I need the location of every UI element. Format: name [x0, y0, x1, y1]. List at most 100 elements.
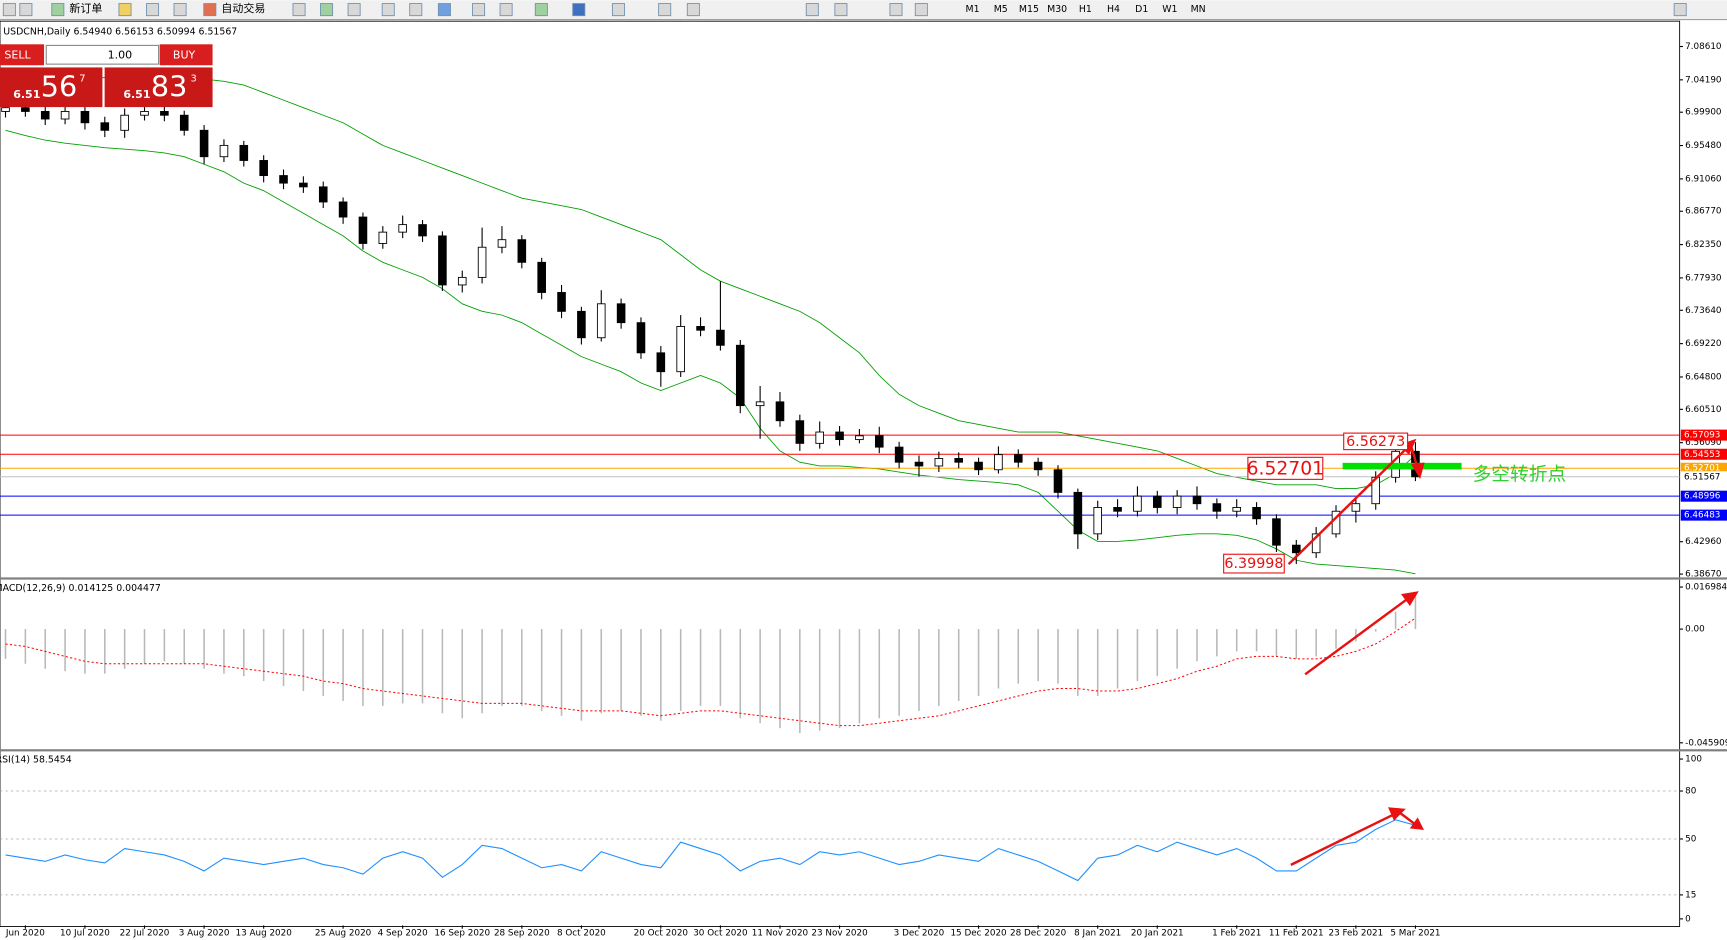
x-tick-label: 28 Dec 2020	[1010, 929, 1067, 939]
icon[interactable]	[472, 3, 486, 17]
candle-body	[577, 310, 586, 339]
price-pips: 83	[151, 69, 187, 103]
timeframe-button[interactable]: M5	[994, 4, 1008, 15]
candle-body	[1232, 507, 1242, 512]
auto-trading-button[interactable]: 自动交易	[221, 1, 265, 15]
price-level-label: 6.46483	[1684, 511, 1720, 521]
timeframe-button[interactable]: W1	[1162, 4, 1177, 15]
new-order-button[interactable]: 新订单	[69, 1, 102, 15]
macd-bar	[1255, 629, 1258, 652]
candle-body	[656, 352, 666, 373]
macd-bar	[223, 629, 225, 674]
icon[interactable]	[320, 3, 334, 17]
buy-label[interactable]: BUY	[173, 48, 196, 61]
candle-body	[239, 144, 249, 161]
icon[interactable]	[572, 3, 586, 17]
macd-bar	[322, 629, 325, 696]
icon[interactable]	[889, 3, 903, 17]
icon[interactable]	[834, 3, 848, 17]
icon[interactable]	[658, 3, 672, 17]
macd-bar	[282, 629, 285, 687]
level-label: 6.52701	[1247, 458, 1324, 479]
y-tick-label: 0	[1685, 914, 1691, 924]
macd-bar	[600, 629, 603, 714]
macd-bar	[977, 629, 980, 696]
label-box	[1223, 553, 1285, 574]
lots-value[interactable]: 1.00	[108, 48, 133, 61]
icon[interactable]	[499, 3, 513, 17]
timeframe-button[interactable]: M1	[966, 4, 980, 15]
icon[interactable]	[381, 3, 395, 17]
macd-bar	[1414, 594, 1417, 630]
macd-bar	[441, 629, 444, 714]
icon[interactable]	[437, 3, 451, 17]
y-tick-label: 6.64800	[1685, 372, 1722, 382]
candle-body	[1113, 507, 1122, 512]
sell-button[interactable]	[0, 44, 45, 66]
icon[interactable]	[686, 3, 700, 17]
candle-body	[1252, 507, 1261, 520]
candle-body	[100, 122, 110, 131]
candle-body	[735, 344, 745, 407]
timeframe-button[interactable]: D1	[1135, 4, 1148, 15]
price-level-label: 6.52701	[1684, 464, 1720, 474]
timeframe-button[interactable]: MN	[1191, 4, 1206, 15]
y-tick-label: 6.56090	[1685, 438, 1722, 448]
price-level-tag	[1680, 490, 1727, 502]
timeframe-button[interactable]: M30	[1047, 4, 1067, 15]
candle-body	[1053, 469, 1063, 493]
buy-price-box[interactable]	[104, 67, 213, 108]
timeframe-button[interactable]: M15	[1019, 4, 1039, 15]
icon[interactable]	[2, 3, 16, 17]
macd-bar	[243, 629, 245, 677]
macd-bar	[620, 629, 622, 711]
toolbar-icons[interactable]	[2, 3, 1687, 17]
icon[interactable]	[146, 3, 160, 17]
y-tick-label: 6.69220	[1685, 339, 1722, 349]
buy-button[interactable]	[159, 44, 213, 66]
candle-body	[60, 111, 70, 120]
icon[interactable]	[347, 3, 361, 17]
candle-body	[1311, 533, 1321, 554]
arrow-head	[1411, 462, 1425, 480]
one-click-trading: SELL 1.00 BUY 6.51 56 7 6.51 83 3	[0, 44, 213, 108]
macd-bar	[163, 629, 166, 662]
arrow	[1290, 811, 1398, 866]
candle-body	[894, 446, 904, 463]
macd-bar	[1295, 629, 1298, 659]
icon[interactable]	[914, 3, 928, 17]
icon[interactable]	[51, 3, 65, 17]
timeframe-button[interactable]: H4	[1107, 4, 1120, 15]
macd-bar	[898, 629, 900, 716]
icon[interactable]	[611, 3, 625, 17]
x-tick-label: 13 Aug 2020	[235, 929, 292, 939]
icon[interactable]	[203, 3, 217, 17]
macd-bar	[1017, 629, 1020, 684]
candle-body	[160, 111, 169, 116]
candle-body	[1073, 491, 1083, 535]
icon[interactable]	[409, 3, 423, 17]
candle-body	[1, 107, 10, 112]
lots-input[interactable]	[45, 44, 160, 65]
candle-body	[1192, 495, 1202, 505]
macd-bar	[858, 629, 861, 724]
icon[interactable]	[805, 3, 819, 17]
candle-body	[120, 114, 129, 131]
icon[interactable]	[1673, 3, 1687, 17]
sell-label[interactable]: SELL	[4, 48, 31, 61]
x-tick-label: 3 Aug 2020	[179, 929, 230, 939]
icon[interactable]	[118, 3, 132, 17]
bollinger-band	[5, 129, 1416, 575]
macd-bar	[44, 629, 46, 669]
icon[interactable]	[173, 3, 187, 17]
icon[interactable]	[19, 3, 33, 17]
icon[interactable]	[292, 3, 306, 17]
price-prefix: 6.51	[13, 88, 40, 101]
macd-bar	[183, 629, 186, 664]
macd-bar	[1156, 629, 1159, 677]
sell-price-box[interactable]	[0, 67, 103, 108]
timeframe-button[interactable]: H1	[1079, 4, 1092, 15]
candle-body	[934, 457, 944, 467]
icon[interactable]	[534, 3, 548, 17]
candle-body	[795, 420, 805, 444]
